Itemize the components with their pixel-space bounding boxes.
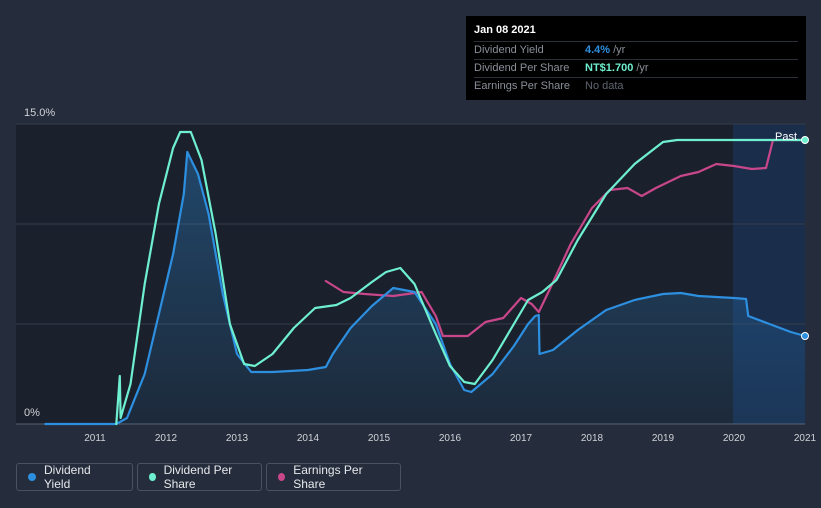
tooltip-unit: /yr: [636, 62, 649, 74]
legend-label: Dividend Per Share: [163, 463, 233, 491]
legend-dot-icon: [149, 473, 156, 481]
tooltip-row-eps: Earnings Per Share No data: [474, 78, 798, 95]
dividend-yield-area: [45, 152, 806, 424]
tooltip-label: Dividend Per Share: [474, 62, 570, 74]
x-tick-label: 2012: [155, 433, 178, 444]
tooltip-value: NT$1.700: [585, 62, 634, 74]
dividend-per-share-marker: [801, 136, 809, 144]
past-label: Past: [775, 131, 797, 143]
x-tick-label: 2018: [581, 433, 604, 444]
dividend-yield-line: [44, 150, 807, 426]
earnings-per-share-line: [324, 138, 807, 338]
legend-dot-icon: [278, 473, 286, 481]
x-tick-label: 2015: [368, 433, 391, 444]
tooltip-row-yield: Dividend Yield 4.4% /yr: [474, 42, 798, 60]
tooltip-label: Dividend Yield: [474, 44, 544, 56]
x-tick-label: 2020: [723, 433, 746, 444]
tooltip-date: Jan 08 2021: [474, 24, 798, 42]
legend-dividend-per-share[interactable]: Dividend Per Share: [137, 463, 262, 491]
legend-label: Dividend Yield: [44, 463, 91, 491]
x-tick-label: 2019: [652, 433, 675, 444]
legend-dividend-yield[interactable]: Dividend Yield: [16, 463, 133, 491]
x-tick-label: 2021: [794, 433, 817, 444]
y-tick-label: 0%: [24, 407, 40, 419]
y-tick-label: 15.0%: [24, 107, 55, 119]
legend-dot-icon: [28, 473, 36, 481]
legend-label: Earnings Per Share: [293, 463, 363, 491]
legend-earnings-per-share[interactable]: Earnings Per Share: [266, 463, 401, 491]
tooltip-row-dps: Dividend Per Share NT$1.700 /yr: [474, 60, 798, 78]
tooltip-label: Earnings Per Share: [474, 80, 570, 92]
tooltip-panel: Jan 08 2021 Dividend Yield 4.4% /yr Divi…: [466, 16, 806, 100]
dividend-yield-marker: [801, 332, 809, 340]
x-tick-label: 2014: [297, 433, 320, 444]
x-tick-label: 2011: [84, 433, 106, 444]
tooltip-value: 4.4%: [585, 44, 611, 56]
dividend-per-share-line: [115, 130, 807, 426]
tooltip-value: No data: [585, 80, 624, 92]
x-tick-label: 2013: [226, 433, 249, 444]
chart-legend: Dividend Yield Dividend Per Share Earnin…: [16, 463, 401, 491]
x-tick-label: 2016: [439, 433, 462, 444]
x-tick-label: 2017: [510, 433, 533, 444]
tooltip-unit: /yr: [613, 44, 626, 56]
